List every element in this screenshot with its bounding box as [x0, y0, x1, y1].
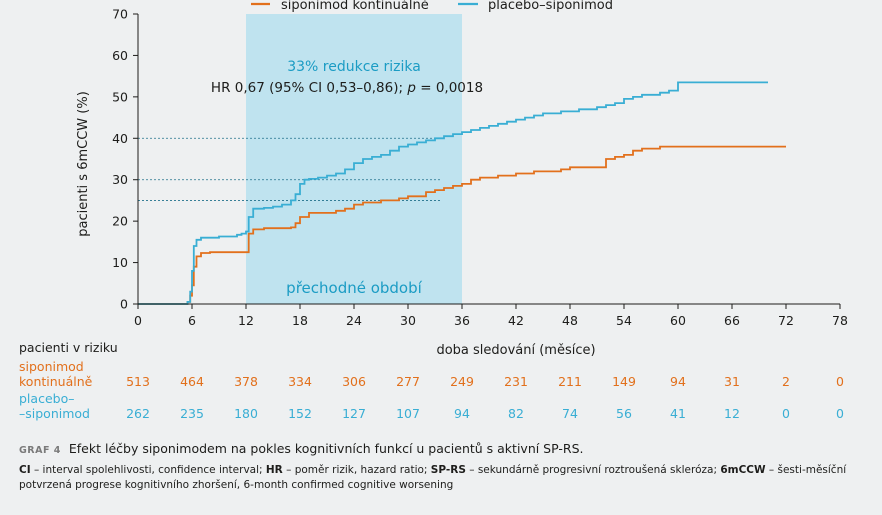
risk-value: 107: [396, 406, 420, 421]
x-tick-label: 6: [188, 313, 196, 328]
risk-value: 231: [504, 374, 528, 389]
y-tick-label: 30: [112, 172, 128, 187]
note-text: – šesti-měsíční potvrzená progrese kogni…: [19, 464, 847, 491]
caption-title: Efekt léčby siponimodem na pokles kognit…: [68, 441, 584, 456]
note-text: – interval spolehlivosti, confidence int…: [30, 464, 266, 476]
note-text: – poměr rizik, hazard ratio;: [282, 464, 431, 476]
p-symbol: p: [406, 80, 416, 96]
y-tick-label: 0: [120, 297, 128, 312]
figure-caption: GRAF 4 Efekt léčby siponimodem na pokles …: [19, 441, 869, 493]
y-tick-label: 40: [112, 131, 128, 146]
risk-row-label: placebo–: [19, 391, 74, 406]
risk-value: 180: [234, 406, 258, 421]
risk-value: 0: [836, 406, 844, 421]
risk-value: 211: [558, 374, 582, 389]
risk-value: 306: [342, 374, 366, 389]
x-tick-label: 78: [832, 313, 848, 328]
series-line: [138, 145, 786, 305]
x-tick-label: 36: [454, 313, 470, 328]
y-tick-label: 70: [112, 7, 128, 22]
x-tick-label: 60: [670, 313, 686, 328]
risk-value: 74: [562, 406, 578, 421]
caption-notes: CI – interval spolehlivosti, confidence …: [19, 463, 861, 493]
annotations: 33% redukce rizika HR 0,67 (95% CI 0,53–…: [211, 59, 483, 297]
risk-value: 0: [836, 374, 844, 389]
x-tick-label: 54: [616, 313, 632, 328]
hr-text: HR 0,67 (95% CI 0,53–0,86);: [211, 80, 407, 96]
risk-value: 127: [342, 406, 366, 421]
risk-value: 378: [234, 374, 258, 389]
y-axis-label: pacienti s 6mCCW (%): [76, 91, 91, 237]
risk-row-label: siponimod: [19, 359, 84, 374]
note-abbr: HR: [265, 464, 283, 476]
series-group: [138, 81, 786, 305]
risk-value: 513: [126, 374, 150, 389]
legend-entry: placebo–siponimod: [488, 0, 613, 13]
note-abbr: SP-RS: [430, 464, 466, 476]
risk-value: 0: [782, 406, 790, 421]
risk-value: 149: [612, 374, 636, 389]
risk-value: 41: [670, 406, 686, 421]
risk-value: 94: [454, 406, 470, 421]
x-tick-label: 18: [292, 313, 308, 328]
y-tick-label: 50: [112, 89, 128, 104]
x-tick-label: 66: [724, 313, 740, 328]
risk-value: 464: [180, 374, 204, 389]
x-tick-label: 30: [400, 313, 416, 328]
risk-row-label: –siponimod: [19, 406, 90, 421]
risk-row-label: kontinuálně: [19, 374, 93, 389]
x-tick-label: 0: [134, 313, 142, 328]
legend-entry: siponimod kontinuálně: [281, 0, 429, 13]
y-tick-label: 60: [112, 48, 128, 63]
x-tick-label: 12: [238, 313, 254, 328]
risk-value: 82: [508, 406, 524, 421]
effect-annotation: 33% redukce rizika: [287, 59, 421, 75]
caption-title-line: GRAF 4 Efekt léčby siponimodem na pokles …: [19, 441, 869, 456]
risk-value: 235: [180, 406, 204, 421]
period-annotation: přechodné období: [286, 279, 422, 297]
risk-value: 152: [288, 406, 312, 421]
x-tick-label: 72: [778, 313, 794, 328]
axes: 0 10 20 30 40 50 60 70 0 6 12 18 24 30 36 42 48 54 60 66 72 7…: [76, 7, 848, 359]
note-abbr: CI: [19, 464, 31, 476]
risk-table-header: pacienti v riziku: [19, 340, 118, 355]
x-tick-label: 42: [508, 313, 524, 328]
risk-value: 262: [126, 406, 150, 421]
x-axis-label: doba sledování (měsíce): [436, 343, 595, 358]
risk-value: 56: [616, 406, 632, 421]
series-line: [138, 81, 768, 305]
x-tick-label: 48: [562, 313, 578, 328]
risk-value: 249: [450, 374, 474, 389]
graf-label: GRAF 4: [19, 445, 61, 456]
y-tick-label: 20: [112, 214, 128, 229]
transition-period-band: [246, 14, 462, 304]
risk-value: 31: [724, 374, 740, 389]
hr-annotation: HR 0,67 (95% CI 0,53–0,86); p = 0,0018: [211, 80, 483, 96]
risk-value: 94: [670, 374, 686, 389]
y-tick-label: 10: [112, 255, 128, 270]
risk-value: 277: [396, 374, 420, 389]
risk-value: 334: [288, 374, 312, 389]
risk-value: 2: [782, 374, 790, 389]
note-abbr: 6mCCW: [720, 464, 766, 476]
x-tick-label: 24: [346, 313, 362, 328]
legend: siponimod kontinuálně placebo–siponimod: [251, 0, 613, 13]
p-value: = 0,0018: [416, 80, 483, 96]
risk-value: 12: [724, 406, 740, 421]
note-text: – sekundárně progresivní roztroušená skl…: [465, 464, 721, 476]
